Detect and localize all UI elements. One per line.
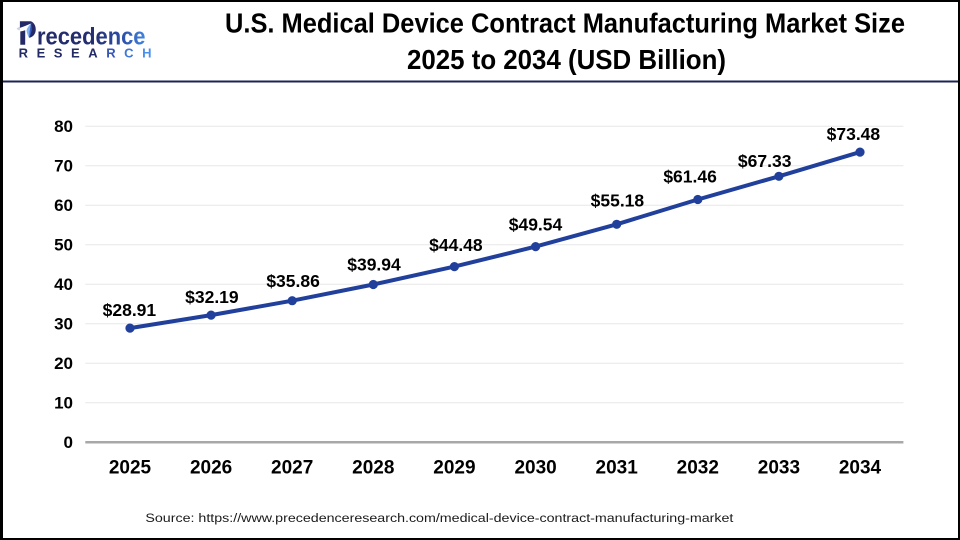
svg-text:30: 30 — [54, 315, 73, 334]
svg-text:2027: 2027 — [271, 458, 313, 479]
svg-text:80: 80 — [54, 117, 73, 136]
svg-text:0: 0 — [64, 433, 73, 452]
svg-text:60: 60 — [54, 196, 73, 215]
svg-text:E: E — [37, 46, 46, 61]
svg-text:$49.54: $49.54 — [509, 215, 563, 235]
svg-text:2034: 2034 — [839, 458, 882, 479]
svg-text:R: R — [19, 46, 29, 61]
svg-text:A: A — [88, 46, 98, 61]
svg-text:2033: 2033 — [758, 458, 800, 479]
svg-text:40: 40 — [54, 275, 73, 294]
svg-text:$73.48: $73.48 — [827, 124, 881, 144]
svg-text:2032: 2032 — [677, 458, 719, 479]
svg-text:$44.48: $44.48 — [429, 235, 483, 255]
svg-text:H: H — [142, 46, 151, 61]
svg-text:$67.33: $67.33 — [738, 151, 792, 171]
svg-text:$35.86: $35.86 — [266, 271, 320, 291]
svg-text:2025: 2025 — [109, 458, 152, 479]
svg-text:50: 50 — [54, 236, 73, 255]
svg-text:2029: 2029 — [433, 458, 475, 479]
svg-text:10: 10 — [54, 394, 73, 413]
svg-text:$39.94: $39.94 — [347, 255, 401, 275]
svg-text:C: C — [124, 46, 134, 61]
svg-text:2031: 2031 — [596, 458, 639, 479]
svg-text:$32.19: $32.19 — [185, 287, 239, 307]
svg-text:70: 70 — [54, 157, 73, 176]
svg-text:2028: 2028 — [352, 458, 394, 479]
svg-text:2025 to 2034 (USD Billion): 2025 to 2034 (USD Billion) — [407, 44, 726, 75]
svg-text:recedence: recedence — [37, 24, 146, 51]
svg-text:2030: 2030 — [514, 458, 556, 479]
svg-text:$61.46: $61.46 — [663, 167, 717, 187]
svg-text:U.S. Medical Device Contract M: U.S. Medical Device Contract Manufacturi… — [225, 8, 905, 39]
svg-text:E: E — [71, 46, 80, 61]
svg-text:20: 20 — [54, 354, 73, 373]
svg-text:R: R — [106, 46, 116, 61]
svg-text:2026: 2026 — [190, 458, 232, 479]
svg-text:Source: https://www.precedence: Source: https://www.precedenceresearch.c… — [145, 511, 734, 525]
svg-text:S: S — [54, 46, 63, 61]
svg-text:$28.91: $28.91 — [103, 300, 157, 320]
svg-text:$55.18: $55.18 — [591, 191, 645, 211]
